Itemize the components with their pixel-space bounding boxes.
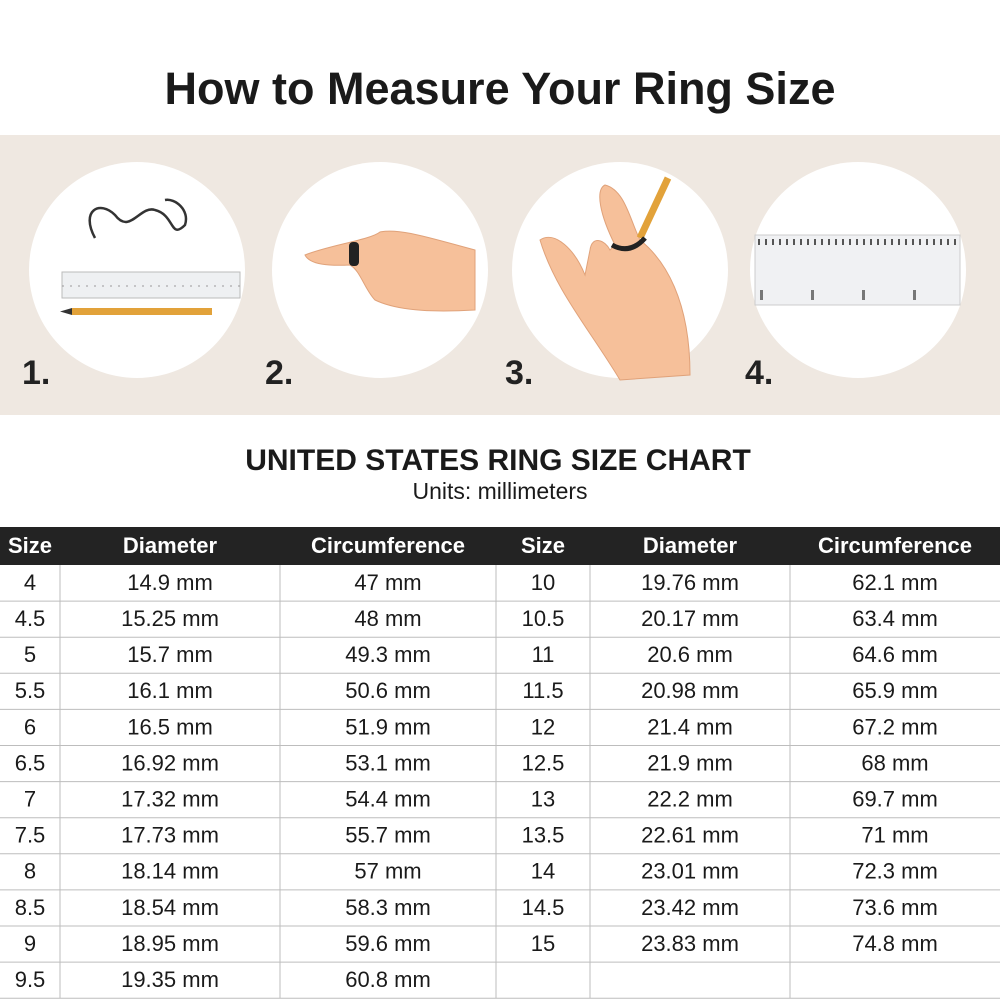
table-cell: 16.92 mm (121, 750, 219, 775)
table-cell: 51.9 mm (345, 714, 431, 739)
table-cell: 22.2 mm (647, 786, 733, 811)
table-cell: 68 mm (861, 750, 928, 775)
table-cell: 55.7 mm (345, 823, 431, 848)
table-cell: 10 (531, 570, 555, 595)
step-1: 1. (22, 162, 245, 392)
table-cell: 4.5 (15, 606, 46, 631)
step-2: 2. (265, 162, 488, 392)
title: How to Measure Your Ring Size (165, 63, 836, 114)
step-3: 3. (505, 162, 728, 392)
table-cell: 49.3 mm (345, 642, 431, 667)
table: Size Diameter Circumference Size Diameter Cir… (0, 533, 1000, 999)
table-cell: 60.8 mm (345, 967, 431, 992)
table-cell: 58.3 mm (345, 895, 431, 920)
table-cell: 54.4 mm (345, 786, 431, 811)
table-cell: 50.6 mm (345, 678, 431, 703)
table-cell: 7 (24, 786, 36, 811)
table-cell: 23.83 mm (641, 931, 739, 956)
table-cell: 18.95 mm (121, 931, 219, 956)
step-number: 4. (745, 354, 773, 392)
header-cell: Circumference (311, 533, 465, 558)
table-cell: 21.9 mm (647, 750, 733, 775)
table-cell: 14 (531, 859, 555, 884)
table-cell: 21.4 mm (647, 714, 733, 739)
header-cell: Size (8, 533, 52, 558)
table-cell: 23.42 mm (641, 895, 739, 920)
table-cell: 8.5 (15, 895, 46, 920)
header-cell: Diameter (643, 533, 738, 558)
table-cell: 9.5 (15, 967, 46, 992)
table-cell: 64.6 mm (852, 642, 938, 667)
table-cell: 62.1 mm (852, 570, 938, 595)
table-cell: 59.6 mm (345, 931, 431, 956)
table-cell: 15.7 mm (127, 642, 213, 667)
header-cell: Diameter (123, 533, 218, 558)
table-cell: 73.6 mm (852, 895, 938, 920)
table-cell: 12 (531, 714, 555, 739)
table-cell: 20.17 mm (641, 606, 739, 631)
table-cell: 67.2 mm (852, 714, 938, 739)
table-cell: 65.9 mm (852, 678, 938, 703)
table-cell: 22.61 mm (641, 823, 739, 848)
table-cell: 18.54 mm (121, 895, 219, 920)
table-cell: 74.8 mm (852, 931, 938, 956)
step-number: 2. (265, 354, 293, 392)
table-cell: 6.5 (15, 750, 46, 775)
table-cell: 19.35 mm (121, 967, 219, 992)
table-cell: 5.5 (15, 678, 46, 703)
table-cell: 11.5 (522, 678, 563, 703)
table-cell: 13.5 (522, 823, 565, 848)
header-cell: Size (521, 533, 565, 558)
table-header-bg (0, 527, 1000, 565)
table-cell: 17.32 mm (121, 786, 219, 811)
table-cell: 4 (24, 570, 36, 595)
chart-subtitle: Units: millimeters (412, 478, 587, 504)
table-cell: 71 mm (861, 823, 928, 848)
table-cell: 57 mm (354, 859, 421, 884)
table-cell: 16.5 mm (127, 714, 213, 739)
chart-title: UNITED STATES RING SIZE CHART (245, 444, 751, 477)
table-cell: 63.4 mm (852, 606, 938, 631)
table-cell: 12.5 (522, 750, 565, 775)
table-cell: 8 (24, 859, 36, 884)
table-cell: 14.5 (522, 895, 565, 920)
table-cell: 6 (24, 714, 36, 739)
step-number: 3. (505, 354, 533, 392)
table-cell: 7.5 (15, 823, 46, 848)
table-cell: 17.73 mm (121, 823, 219, 848)
table-cell: 20.6 mm (647, 642, 733, 667)
table-cell: 53.1 mm (345, 750, 431, 775)
table-cell: 11 (532, 642, 555, 667)
table-cell: 16.1 mm (127, 678, 213, 703)
table-cell: 5 (24, 642, 36, 667)
table-cell: 48 mm (354, 606, 421, 631)
table-cell: 23.01 mm (641, 859, 739, 884)
table-cell: 15 (531, 931, 555, 956)
step-number: 1. (22, 354, 50, 392)
table-cell: 10.5 (522, 606, 565, 631)
table-cell: 18.14 mm (121, 859, 219, 884)
table-cell: 19.76 mm (641, 570, 739, 595)
table-cell: 15.25 mm (121, 606, 219, 631)
table-cell: 14.9 mm (127, 570, 213, 595)
table-cell: 9 (24, 931, 36, 956)
table-cell: 47 mm (354, 570, 421, 595)
table-cell: 13 (531, 786, 555, 811)
header-cell: Circumference (818, 533, 972, 558)
table-cell: 69.7 mm (852, 786, 938, 811)
step-4: 4. (745, 162, 966, 392)
table-cell: 20.98 mm (641, 678, 739, 703)
table-cell: 72.3 mm (852, 859, 938, 884)
